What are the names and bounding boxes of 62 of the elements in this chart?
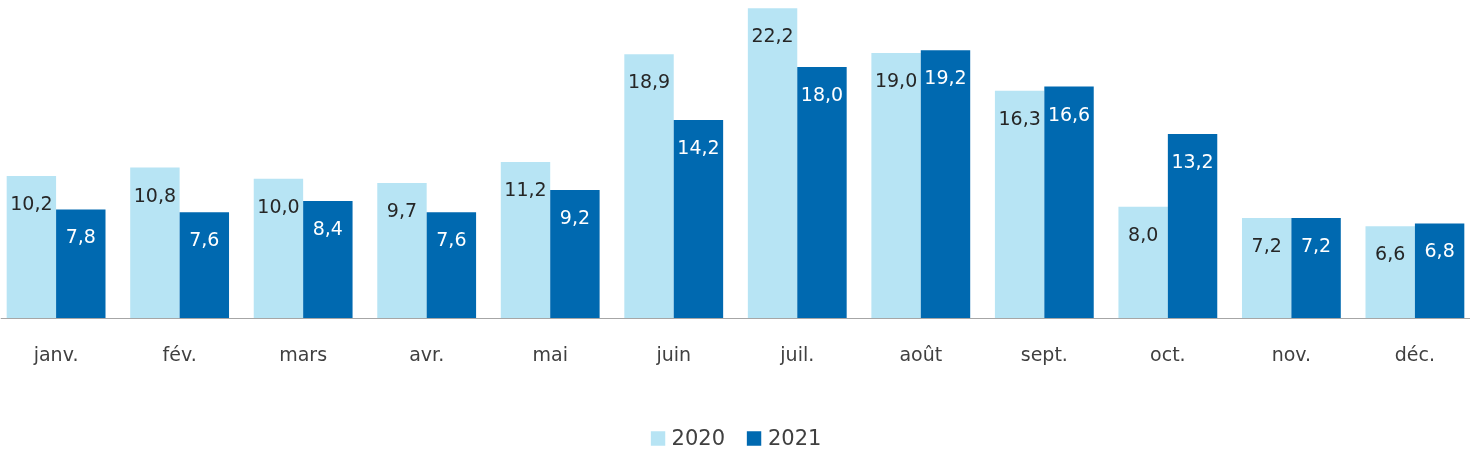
data-label: 19,0 [874, 68, 918, 91]
data-label: 7,6 [436, 228, 467, 251]
data-label: 6,6 [1375, 242, 1406, 265]
bar [6, 175, 57, 319]
x-tick-label: fév. [162, 342, 197, 365]
bar [1414, 223, 1465, 319]
bar [1365, 226, 1415, 319]
data-label: 14,2 [677, 136, 720, 159]
bar [179, 212, 230, 319]
data-label: 7,6 [189, 228, 220, 251]
bar [624, 54, 674, 319]
data-label: 16,6 [1047, 102, 1091, 125]
bar [550, 189, 600, 319]
bar [426, 212, 477, 319]
bar [747, 8, 798, 319]
bar [1291, 217, 1341, 319]
x-tick-label: janv. [32, 342, 79, 365]
data-label: 10,8 [133, 183, 177, 206]
bar [797, 66, 847, 319]
bar [253, 178, 304, 319]
bar [500, 161, 551, 319]
x-tick-label: mai [532, 342, 568, 365]
data-label: 11,2 [504, 177, 547, 200]
bar [871, 52, 921, 319]
bar [130, 167, 180, 319]
data-label: 7,2 [1251, 233, 1282, 256]
data-label: 10,0 [257, 194, 300, 217]
x-tick-label: oct. [1150, 342, 1186, 365]
data-label: 9,2 [559, 205, 591, 228]
data-label: 9,7 [386, 198, 418, 221]
data-label: 19,2 [924, 66, 967, 89]
x-tick-label: juin [655, 342, 692, 365]
data-label: 8,0 [1128, 222, 1159, 245]
bar [673, 120, 724, 319]
data-label: 7,2 [1300, 233, 1332, 256]
bar [377, 182, 427, 319]
x-tick-label: mars [279, 342, 328, 365]
data-label: 13,2 [1171, 150, 1214, 173]
data-label: 22,2 [751, 24, 794, 47]
data-label: 18,0 [800, 82, 844, 105]
bar [994, 90, 1045, 319]
x-tick-label: déc. [1394, 342, 1436, 365]
data-label: 16,3 [998, 106, 1041, 129]
data-label: 10,2 [10, 191, 53, 214]
bar [1241, 217, 1292, 319]
bar [920, 50, 971, 319]
bar [1167, 134, 1218, 319]
bar [1118, 206, 1168, 319]
legend-label: 2021 [768, 426, 822, 450]
data-label: 6,8 [1424, 239, 1455, 262]
legend-label: 2020 [671, 426, 725, 450]
data-label: 8,4 [312, 217, 343, 240]
bar [56, 209, 106, 319]
bar [1044, 86, 1094, 319]
data-label: 7,8 [65, 225, 96, 248]
x-tick-label: nov. [1271, 342, 1312, 365]
x-tick-label: avr. [409, 342, 445, 365]
bar [303, 201, 353, 319]
x-tick-label: août [899, 342, 943, 365]
data-label: 18,9 [627, 70, 671, 93]
x-tick-label: juil. [779, 342, 815, 365]
x-tick-label: sept. [1020, 342, 1068, 365]
